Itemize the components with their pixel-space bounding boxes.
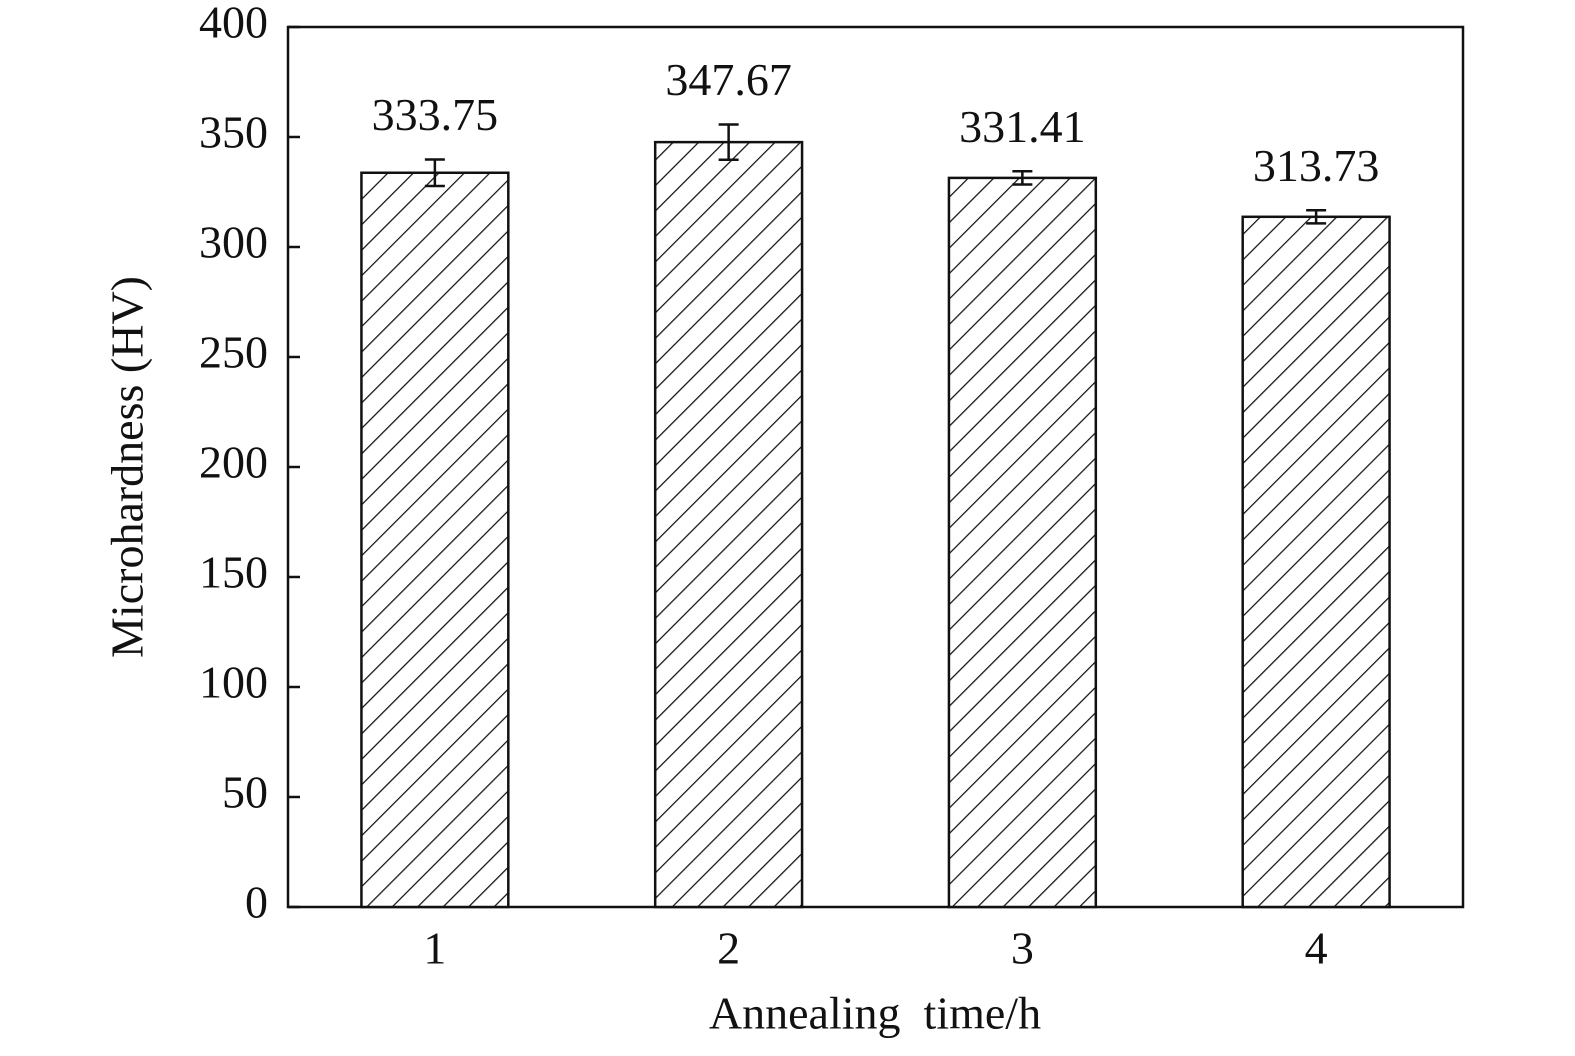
x-axis-label: Annealing time/h xyxy=(709,988,1041,1039)
y-tick-label: 350 xyxy=(199,107,268,158)
y-tick-label: 300 xyxy=(199,217,268,268)
bar-hatch xyxy=(947,176,1098,909)
x-tick-label: 4 xyxy=(1305,923,1328,974)
y-axis-label: Microhardness (HV) xyxy=(102,276,153,658)
x-tick-label: 3 xyxy=(1011,923,1034,974)
y-tick-label: 50 xyxy=(222,767,268,818)
y-tick-label: 400 xyxy=(199,0,268,48)
bar-hatch xyxy=(360,171,510,909)
y-tick-label: 100 xyxy=(199,657,268,708)
y-tick-label: 150 xyxy=(199,547,268,598)
data-label: 347.67 xyxy=(665,54,792,105)
y-tick-label: 250 xyxy=(199,327,268,378)
bar-hatch xyxy=(653,140,804,909)
bar-hatch xyxy=(1241,215,1391,909)
y-tick-label: 200 xyxy=(199,437,268,488)
data-label: 331.41 xyxy=(959,101,1086,152)
x-tick-label: 2 xyxy=(717,923,740,974)
data-label: 313.73 xyxy=(1253,140,1380,191)
x-tick-label: 1 xyxy=(423,923,446,974)
data-label: 333.75 xyxy=(372,89,499,140)
y-tick-label: 0 xyxy=(245,877,268,928)
